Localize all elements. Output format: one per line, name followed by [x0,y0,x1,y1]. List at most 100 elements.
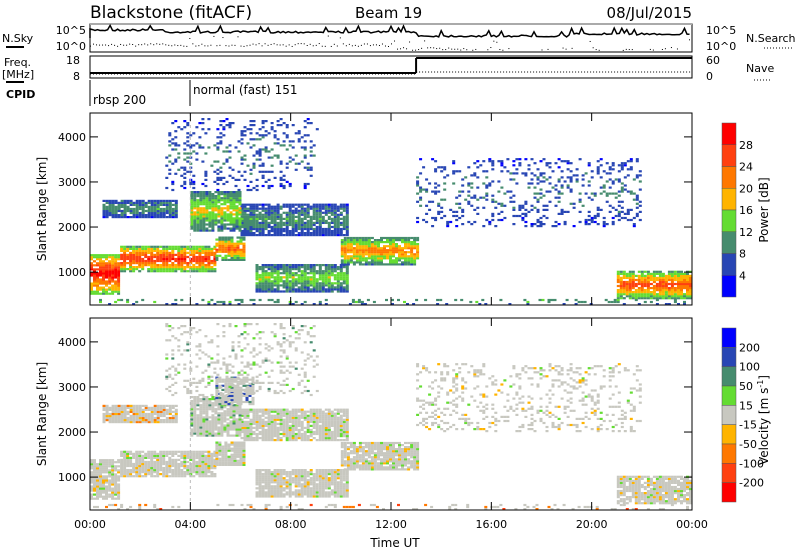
data-cell [285,410,289,413]
data-cell [196,217,200,220]
nsearch-dot [375,44,377,46]
data-cell [282,428,286,432]
data-cell [670,278,674,282]
data-cell [473,174,477,177]
data-cell [96,264,99,267]
nsearch-dot [108,45,110,47]
data-cell [315,232,319,235]
data-cell [213,475,217,478]
data-cell [345,278,349,281]
data-cell [392,247,395,250]
data-cell [105,463,108,466]
data-cell [306,205,310,208]
data-cell [261,435,265,438]
data-cell [189,454,193,457]
data-cell [407,243,411,246]
data-cell [232,209,236,212]
data-cell [625,280,629,284]
data-cell [114,266,118,269]
colorbar-tick-label: 20 [739,182,753,195]
data-cell [168,211,172,215]
data-cell [174,460,178,464]
data-cell [548,176,552,179]
data-cell [358,257,362,260]
data-cell [646,297,650,300]
data-cell [150,207,154,211]
data-cell [228,122,232,125]
data-cell [434,218,438,222]
data-cell [204,460,208,464]
data-cell [617,178,621,181]
data-cell [190,201,194,204]
data-cell [221,258,225,261]
data-cell [190,221,194,224]
data-cell [670,276,674,279]
data-cell [192,264,196,267]
data-cell [563,180,567,183]
data-cell [232,195,236,198]
data-cell [410,251,414,254]
data-cell [117,485,121,488]
data-cell [255,215,259,218]
data-cell [144,214,148,217]
data-cell [168,154,172,157]
data-cell [330,288,334,291]
data-cell [102,481,105,484]
data-cell [224,244,228,247]
data-cell [249,209,253,212]
data-cell [267,221,271,224]
data-cell [282,284,286,287]
nsearch-dot [135,45,137,47]
data-cell [261,205,265,208]
data-cell [686,274,689,277]
data-cell [410,259,414,262]
data-cell [628,276,632,279]
data-cell [108,205,112,208]
data-cell [224,459,228,462]
data-cell [261,225,265,229]
data-cell [620,182,624,185]
data-cell [336,280,340,283]
data-cell [180,174,184,177]
data-cell [309,272,313,275]
data-cell [129,452,133,455]
data-cell [239,447,243,450]
data-cell [312,272,316,275]
data-cell [315,280,319,283]
data-cell [336,215,340,218]
data-cell [201,456,205,459]
data-cell [608,178,612,181]
data-cell [416,243,420,246]
data-cell [643,293,647,296]
data-cell [395,263,398,266]
data-cell [159,199,163,202]
data-cell [297,408,301,411]
data-cell [210,460,214,464]
data-cell [213,245,217,248]
data-cell [198,454,202,457]
data-cell [90,288,93,291]
data-cell [198,471,202,474]
data-cell [224,443,228,446]
data-cell [93,276,96,279]
data-cell [658,293,662,296]
data-cell [349,261,353,264]
data-cell [413,236,417,240]
data-cell [488,158,492,161]
data-cell [180,259,184,263]
data-cell [236,256,240,259]
nsearch-dot [123,44,125,46]
data-cell [264,203,268,206]
data-cell [635,176,639,179]
data-cell [129,460,133,464]
data-cell [159,473,163,476]
data-cell [264,150,268,153]
data-cell [318,268,322,271]
nsearch-dot [378,44,380,46]
data-cell [312,274,316,277]
data-cell [667,287,671,290]
data-cell [261,217,265,220]
data-cell [171,180,175,183]
data-cell [617,170,621,173]
